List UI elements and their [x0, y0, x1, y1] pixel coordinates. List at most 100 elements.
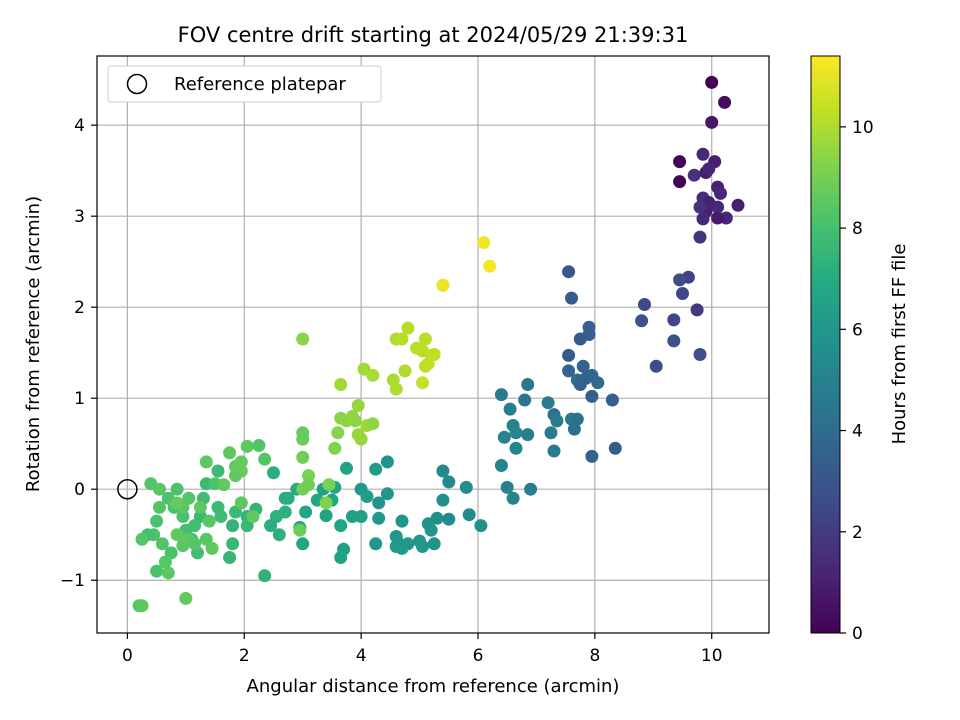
data-point — [459, 480, 473, 494]
data-point — [150, 514, 164, 528]
data-point — [462, 508, 476, 522]
plot-area: 0 2 4 6 8 10 −1 0 1 2 3 4 — [60, 55, 770, 666]
data-point — [503, 402, 517, 416]
data-point — [550, 414, 564, 428]
data-point — [179, 591, 193, 605]
data-point — [521, 378, 535, 391]
data-point — [331, 426, 345, 440]
data-point — [509, 426, 523, 440]
data-point — [240, 439, 254, 453]
data-point — [442, 512, 456, 526]
data-point — [158, 555, 172, 569]
data-point — [718, 95, 732, 109]
data-points — [132, 75, 745, 613]
data-point — [211, 464, 225, 478]
colorbar-tick-label: 8 — [852, 219, 863, 239]
data-point — [693, 230, 707, 244]
data-point — [649, 359, 663, 373]
data-point — [246, 510, 260, 523]
data-point — [135, 599, 149, 613]
legend: Reference platepar — [107, 65, 382, 103]
data-point — [389, 382, 403, 396]
data-point — [193, 500, 207, 514]
y-axis-label: Rotation from reference (arcmin) — [23, 196, 44, 492]
data-point — [226, 537, 240, 551]
data-point — [416, 376, 429, 390]
data-point — [693, 200, 707, 214]
data-point — [144, 477, 158, 491]
data-point — [258, 569, 272, 583]
x-tick-label: 6 — [473, 646, 484, 666]
data-point — [395, 514, 409, 528]
y-tick-label: 4 — [74, 116, 85, 136]
data-point — [562, 348, 576, 362]
data-point — [693, 348, 707, 361]
data-point — [401, 321, 415, 335]
data-point — [714, 186, 727, 200]
data-point — [372, 496, 386, 510]
data-point — [436, 493, 450, 507]
data-point — [205, 541, 219, 555]
data-point — [483, 259, 497, 273]
data-point — [567, 422, 581, 436]
data-point — [673, 273, 687, 287]
colorbar-tick-label: 2 — [852, 523, 863, 543]
data-point — [150, 564, 164, 578]
data-point — [494, 459, 508, 472]
colorbar-gradient — [810, 55, 841, 634]
data-point — [436, 464, 450, 478]
data-point — [293, 523, 307, 537]
data-point — [696, 147, 710, 161]
x-tick-label: 8 — [589, 646, 600, 666]
data-point — [711, 211, 725, 225]
x-tick-label: 10 — [701, 646, 723, 666]
data-point — [565, 291, 578, 305]
data-point — [252, 439, 266, 452]
data-point — [188, 537, 202, 551]
plot-frame — [96, 55, 770, 634]
data-point — [667, 334, 681, 348]
colorbar-ticks: 0 2 4 6 8 10 — [840, 118, 874, 644]
data-point — [687, 168, 701, 182]
data-point — [673, 155, 687, 169]
data-point — [518, 393, 532, 407]
x-tick-label: 4 — [356, 646, 367, 666]
data-point — [214, 510, 228, 523]
data-point — [474, 519, 488, 533]
data-point — [319, 509, 333, 523]
data-point — [427, 537, 441, 551]
data-point — [296, 426, 310, 440]
data-point — [442, 475, 456, 489]
data-point — [234, 496, 248, 510]
y-tick-label: 1 — [74, 389, 85, 409]
data-point — [345, 510, 359, 523]
data-point — [170, 482, 184, 496]
data-point — [302, 469, 315, 483]
data-point — [416, 540, 429, 553]
data-point — [217, 478, 231, 492]
data-point — [497, 430, 511, 444]
data-point — [395, 332, 409, 346]
data-point — [360, 490, 374, 503]
data-point — [354, 432, 368, 446]
legend-box — [107, 65, 382, 103]
data-point — [319, 496, 333, 510]
data-point — [585, 449, 599, 463]
data-point — [302, 478, 315, 492]
data-point — [398, 364, 412, 378]
data-point — [570, 412, 584, 426]
y-axis-ticks: −1 0 1 2 3 4 — [60, 116, 97, 591]
data-point — [258, 452, 272, 466]
data-point — [135, 532, 149, 546]
data-point — [635, 314, 649, 328]
data-point — [544, 426, 558, 440]
data-point — [638, 298, 651, 311]
data-point — [591, 376, 605, 390]
data-point — [585, 389, 599, 403]
data-point — [436, 278, 450, 292]
data-point — [229, 469, 242, 483]
data-point — [605, 393, 619, 407]
data-point — [369, 537, 383, 551]
y-tick-label: 2 — [74, 298, 85, 318]
data-point — [296, 332, 310, 346]
